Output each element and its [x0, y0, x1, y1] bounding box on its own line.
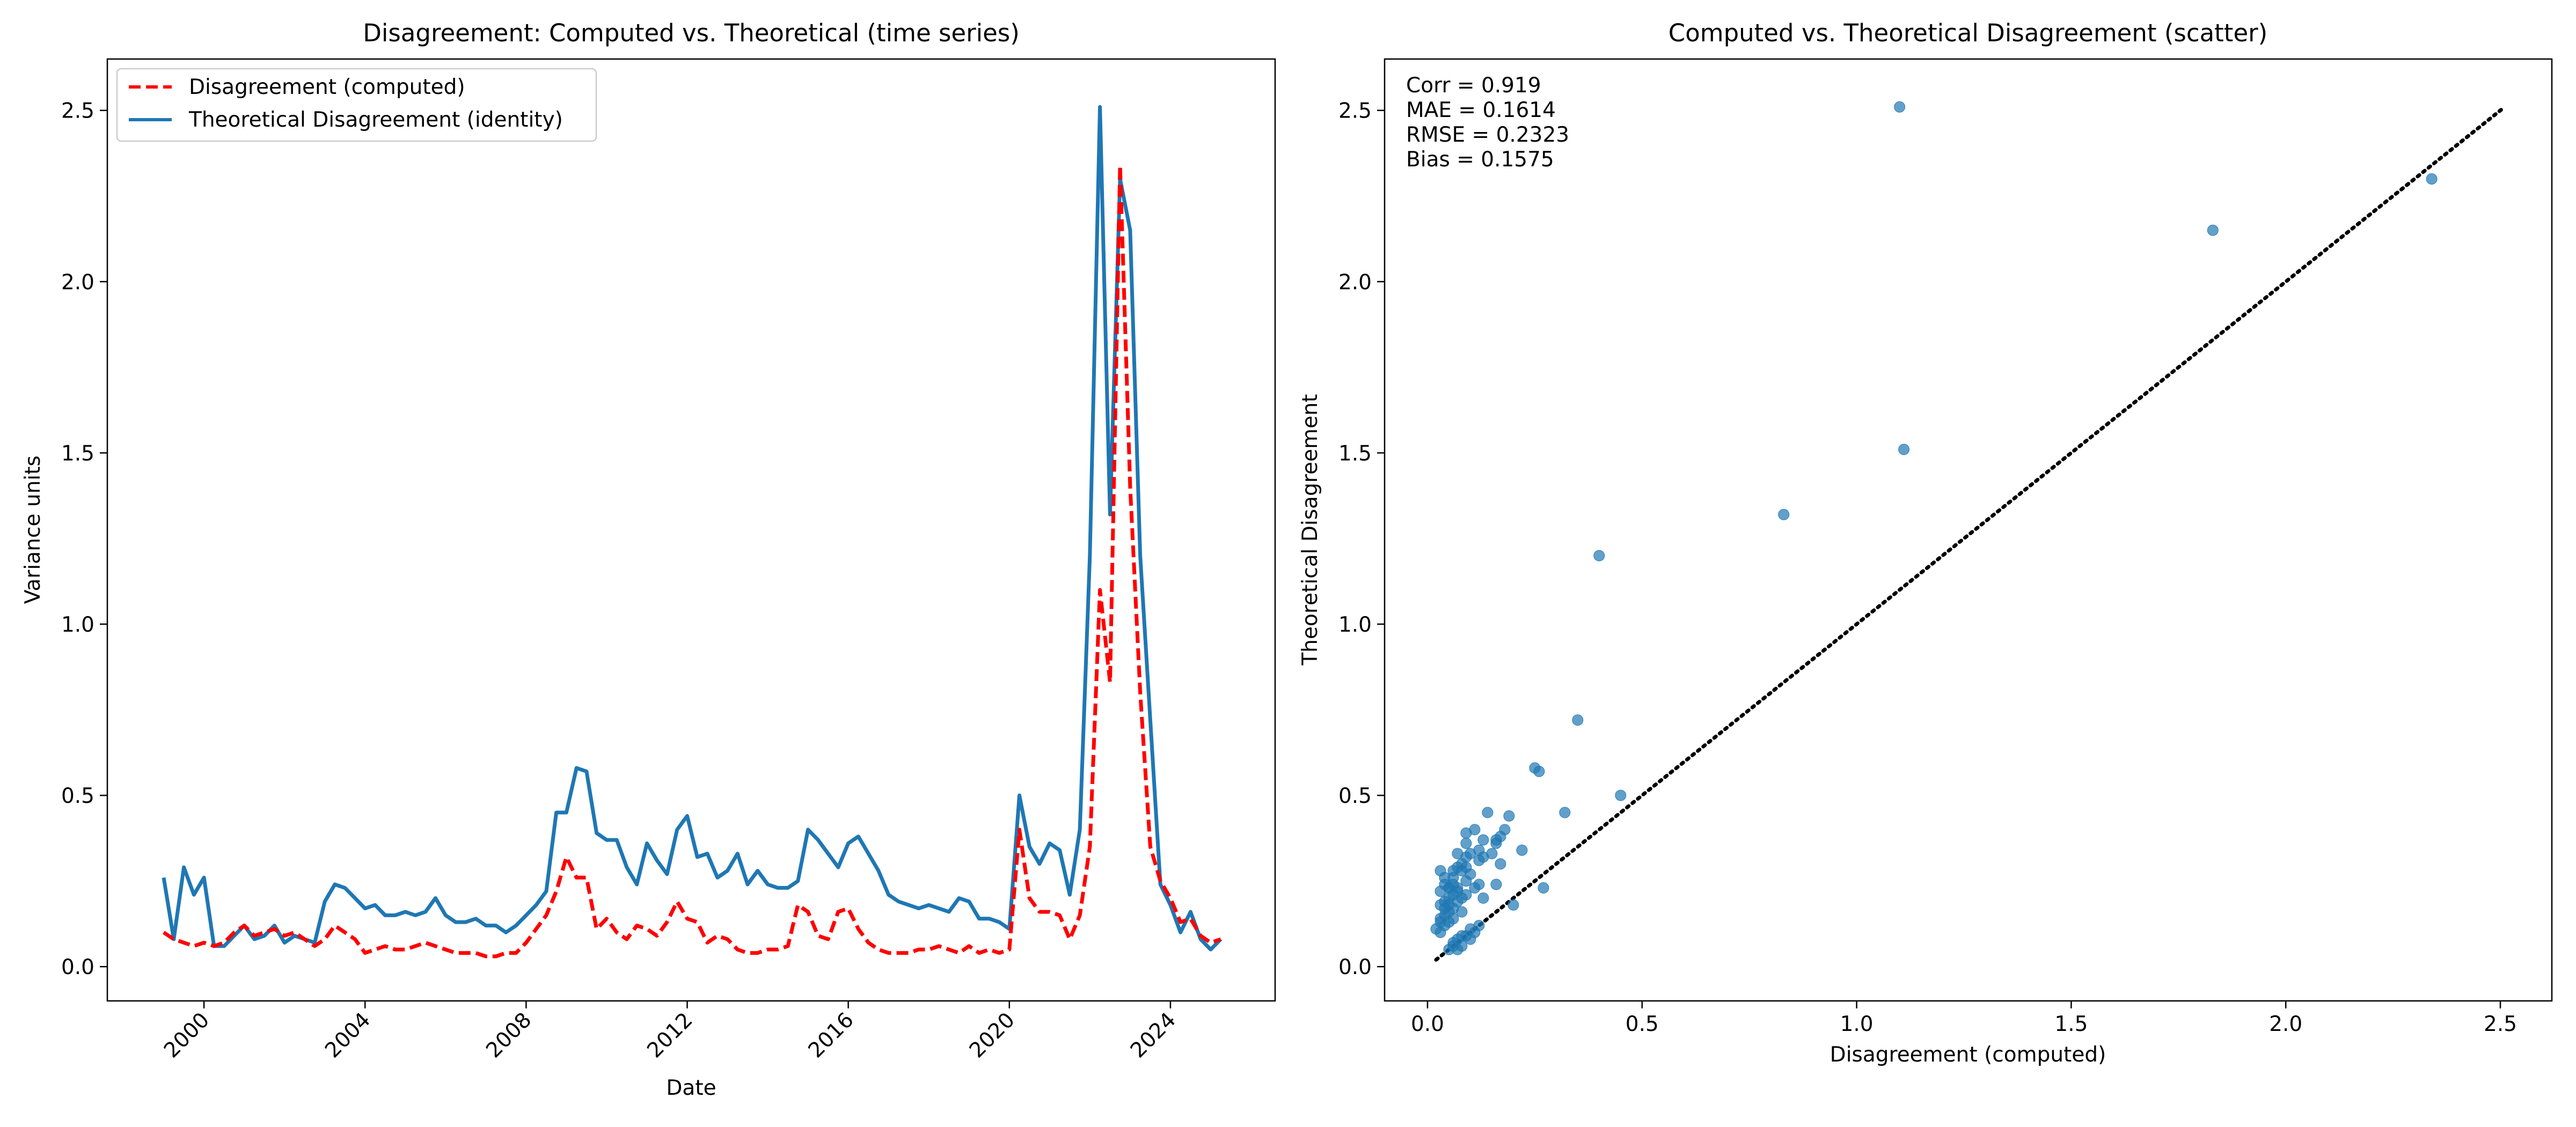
scatter-point	[1473, 854, 1485, 866]
timeseries-ytick-label: 2.0	[61, 270, 94, 295]
scatter-point	[1490, 879, 1502, 890]
scatter-point	[1538, 882, 1549, 894]
scatter-ylabel: Theoretical Disagreement	[1298, 394, 1322, 665]
scatter-xtick-label: 0.0	[1411, 1012, 1444, 1036]
scatter-point	[1516, 844, 1528, 856]
stat-rmse: RMSE = 0.2323	[1406, 123, 1569, 147]
scatter-ticks: 0.0 0.5 1.0 1.5 2.0 2.5 0.0 0.5 1.0 1.5 2.0 2.5	[1338, 99, 2517, 1036]
scatter-point	[1460, 889, 1472, 901]
scatter-point	[1499, 824, 1511, 836]
series-line-theoretical	[162, 105, 1223, 952]
scatter-points	[1430, 101, 2438, 955]
scatter-xtick-label: 1.5	[2054, 1012, 2088, 1036]
scatter-ytick-label: 1.5	[1338, 442, 1372, 466]
scatter-ytick-label: 0.5	[1338, 784, 1372, 808]
timeseries-ytick-label: 0.5	[61, 784, 94, 808]
scatter-point	[1778, 509, 1790, 521]
scatter-point	[1477, 834, 1489, 846]
scatter-point	[1593, 550, 1605, 561]
scatter-ytick-label: 1.0	[1338, 613, 1372, 637]
scatter-xtick-label: 1.0	[1840, 1012, 1874, 1036]
timeseries-ylabel: Variance units	[21, 456, 45, 604]
timeseries-lines	[162, 105, 1223, 958]
scatter-point	[1477, 892, 1489, 904]
scatter-point	[1439, 872, 1451, 883]
scatter-point	[1894, 101, 1906, 113]
identity-reference-line	[1434, 105, 2507, 962]
timeseries-title: Disagreement: Computed vs. Theoretical (…	[363, 19, 1020, 47]
scatter-title: Computed vs. Theoretical Disagreement (s…	[1668, 19, 2267, 47]
legend-box	[116, 68, 597, 142]
scatter-point	[2426, 173, 2438, 185]
scatter-point	[1503, 810, 1515, 822]
scatter-xtick-label: 2.5	[2484, 1012, 2517, 1036]
stat-bias: Bias = 0.1575	[1406, 148, 1554, 172]
legend-label-computed: Disagreement (computed)	[189, 75, 465, 99]
scatter-stats: Corr = 0.919 MAE = 0.1614 RMSE = 0.2323 …	[1406, 74, 1569, 172]
scatter-axes-frame	[1384, 58, 2553, 1002]
timeseries-ytick-label: 2.5	[61, 99, 94, 123]
scatter-ytick-label: 0.0	[1338, 955, 1372, 979]
series-line-computed	[163, 163, 1221, 958]
scatter-point	[1559, 807, 1571, 818]
scatter-ytick-label: 2.5	[1338, 99, 1372, 123]
scatter-xtick-label: 0.5	[1626, 1012, 1659, 1036]
timeseries-axes-frame	[106, 58, 1276, 1002]
scatter-point	[1507, 899, 1519, 911]
scatter-ytick-label: 2.0	[1338, 270, 1372, 295]
scatter-xtick-label: 2.0	[2269, 1012, 2302, 1036]
scatter-point	[1482, 807, 1494, 818]
legend-label-theoretical: Theoretical Disagreement (identity)	[188, 108, 563, 132]
scatter-panel: Computed vs. Theoretical Disagreement (s…	[1298, 19, 2553, 1067]
stat-corr: Corr = 0.919	[1406, 74, 1541, 98]
timeseries-ytick-label: 1.5	[61, 442, 94, 466]
scatter-point	[1456, 940, 1468, 952]
timeseries-xlabel: Date	[666, 1076, 716, 1100]
scatter-reference	[1434, 105, 2507, 962]
scatter-point	[1615, 789, 1627, 801]
scatter-point	[1456, 858, 1468, 870]
scatter-point	[1460, 827, 1472, 839]
scatter-point	[1898, 444, 1910, 455]
scatter-point	[1469, 882, 1481, 894]
timeseries-ytick-label: 0.0	[61, 955, 94, 979]
scatter-point	[1495, 858, 1506, 870]
stat-mae: MAE = 0.1614	[1406, 98, 1556, 122]
scatter-point	[2207, 224, 2219, 236]
scatter-xlabel: Disagreement (computed)	[1830, 1043, 2106, 1067]
scatter-point	[1460, 875, 1472, 887]
scatter-point	[1533, 765, 1545, 777]
timeseries-legend: Disagreement (computed) Theoretical Disa…	[116, 68, 597, 142]
scatter-point	[1572, 714, 1584, 726]
timeseries-ytick-label: 1.0	[61, 613, 94, 637]
scatter-point	[1456, 906, 1468, 918]
scatter-point	[1460, 837, 1472, 849]
scatter-point	[1490, 837, 1502, 849]
scatter-point	[1435, 926, 1446, 938]
